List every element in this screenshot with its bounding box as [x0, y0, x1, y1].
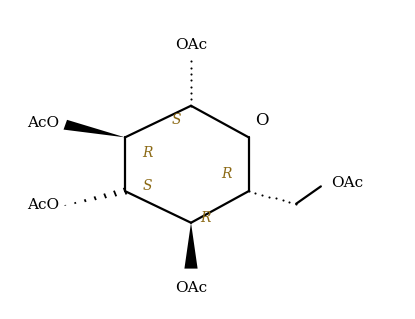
Text: OAc: OAc — [175, 281, 207, 295]
Text: AcO: AcO — [27, 198, 59, 212]
Text: OAc: OAc — [331, 176, 363, 190]
Polygon shape — [63, 120, 125, 137]
Text: OAc: OAc — [175, 38, 207, 52]
Text: R: R — [221, 167, 231, 181]
Text: AcO: AcO — [27, 116, 59, 130]
Text: R: R — [200, 211, 211, 225]
Text: S: S — [143, 179, 152, 193]
Polygon shape — [184, 223, 198, 269]
Text: S: S — [172, 113, 181, 127]
Text: O: O — [255, 113, 269, 130]
Text: R: R — [142, 146, 153, 160]
